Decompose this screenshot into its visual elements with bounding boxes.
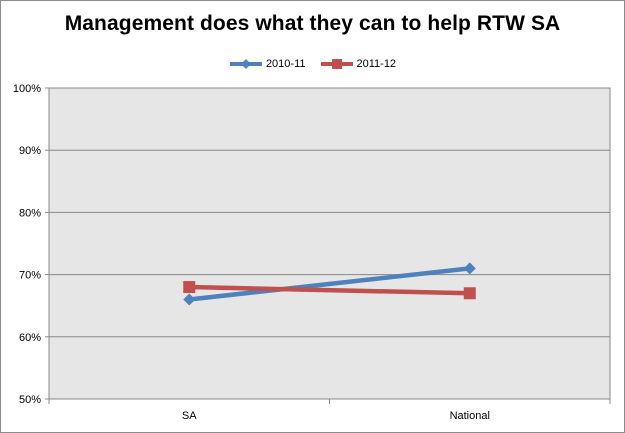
- legend-marker-series-1: [240, 59, 251, 69]
- legend-label-series-1: 2010-11: [265, 58, 306, 70]
- y-tick-label-70: 70%: [19, 270, 41, 282]
- y-tick-label-90: 90%: [19, 145, 41, 157]
- point-2010-11-sa: [183, 293, 196, 306]
- x-tick-label-national: National: [450, 410, 490, 422]
- y-tick-label-50: 50%: [19, 394, 41, 406]
- y-tick-label-60: 60%: [19, 332, 41, 344]
- series-line-2011-12: [189, 284, 470, 296]
- y-tick-label-80: 80%: [19, 207, 41, 219]
- point-2011-12-sa: [183, 281, 196, 294]
- series-line-2010-11: [189, 266, 470, 302]
- y-tick-label-100: 100%: [13, 83, 41, 95]
- legend: 2010-11 2011-12: [1, 56, 624, 72]
- x-tick-label-sa: SA: [182, 410, 197, 422]
- legend-entry-series-2: 2011-12: [320, 58, 397, 70]
- point-2010-11-national: [463, 262, 476, 275]
- legend-entry-series-1: 2010-11: [229, 58, 306, 70]
- legend-swatch-series-2: [320, 59, 353, 69]
- point-2011-12-national: [463, 287, 476, 300]
- legend-swatch-series-1: [229, 59, 262, 69]
- legend-marker-series-2: [331, 59, 342, 69]
- legend-label-series-2: 2011-12: [356, 58, 397, 70]
- plot-background: [49, 88, 610, 399]
- chart-title: Management does what they can to help RT…: [64, 12, 561, 35]
